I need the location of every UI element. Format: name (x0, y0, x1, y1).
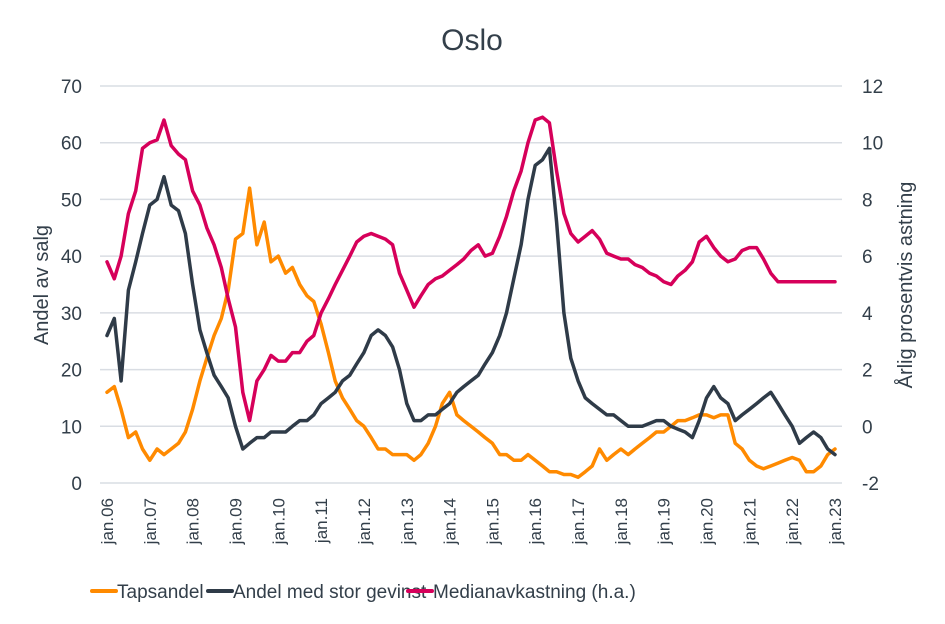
x-tick-label: jan.17 (569, 498, 588, 545)
x-tick-label: jan.20 (698, 498, 717, 545)
x-tick-label: jan.15 (483, 498, 502, 545)
left-axis-label: Andel av salg (31, 225, 53, 345)
right-tick-label: -2 (862, 474, 879, 495)
left-axis-ticks: 0 10 20 30 40 50 60 70 (61, 77, 82, 495)
left-tick-label: 40 (61, 247, 82, 268)
legend-label-medianavkastning: Medianavkastning (h.a.) (433, 582, 636, 603)
x-tick-label: jan.19 (655, 498, 674, 545)
x-tick-label: jan.12 (355, 498, 374, 545)
x-axis-ticks: jan.06 jan.07 jan.08 jan.09 jan.10 jan.11 jan.… (98, 498, 845, 545)
x-tick-label: jan.13 (398, 498, 417, 545)
left-tick-label: 70 (61, 77, 82, 98)
left-tick-label: 20 (61, 361, 82, 382)
x-tick-label: jan.22 (783, 498, 802, 545)
chart-title: Oslo (441, 24, 503, 57)
x-tick-label: jan.09 (226, 498, 245, 545)
x-tick-label: jan.06 (98, 498, 117, 545)
right-tick-label: 8 (862, 190, 873, 211)
left-tick-label: 50 (61, 190, 82, 211)
right-tick-label: 2 (862, 361, 873, 382)
legend: Tapsandel Andel med stor gevinst Mediana… (90, 582, 636, 603)
right-tick-label: 10 (862, 134, 883, 155)
series-lines (105, 115, 837, 480)
series-line-medianavkastning (105, 115, 837, 423)
x-tick-label: jan.23 (826, 498, 845, 545)
series-line-tapsandel (105, 186, 837, 480)
left-tick-label: 60 (61, 134, 82, 155)
right-tick-label: 12 (862, 77, 883, 98)
legend-label-andel-med-stor-gevinst: Andel med stor gevinst (233, 582, 427, 603)
x-tick-label: jan.11 (312, 498, 331, 544)
right-axis-label: Årlig prosentvis astning (894, 182, 917, 389)
series-line-andel-med-stor-gevinst (105, 146, 837, 457)
x-tick-label: jan.21 (740, 498, 759, 545)
x-tick-label: jan.08 (184, 498, 203, 545)
left-tick-label: 0 (71, 474, 82, 495)
x-tick-label: jan.10 (269, 498, 288, 545)
right-tick-label: 4 (862, 304, 873, 325)
x-tick-label: jan.07 (141, 498, 160, 545)
right-axis-ticks: -2 0 2 4 6 8 10 12 (862, 77, 883, 495)
x-tick-label: jan.14 (441, 498, 460, 545)
right-tick-label: 0 (862, 417, 873, 438)
left-tick-label: 30 (61, 304, 82, 325)
legend-label-tapsandel: Tapsandel (117, 582, 204, 603)
x-tick-label: jan.16 (526, 498, 545, 545)
right-tick-label: 6 (862, 247, 873, 268)
x-tick-label: jan.18 (612, 498, 631, 545)
left-tick-label: 10 (61, 417, 82, 438)
